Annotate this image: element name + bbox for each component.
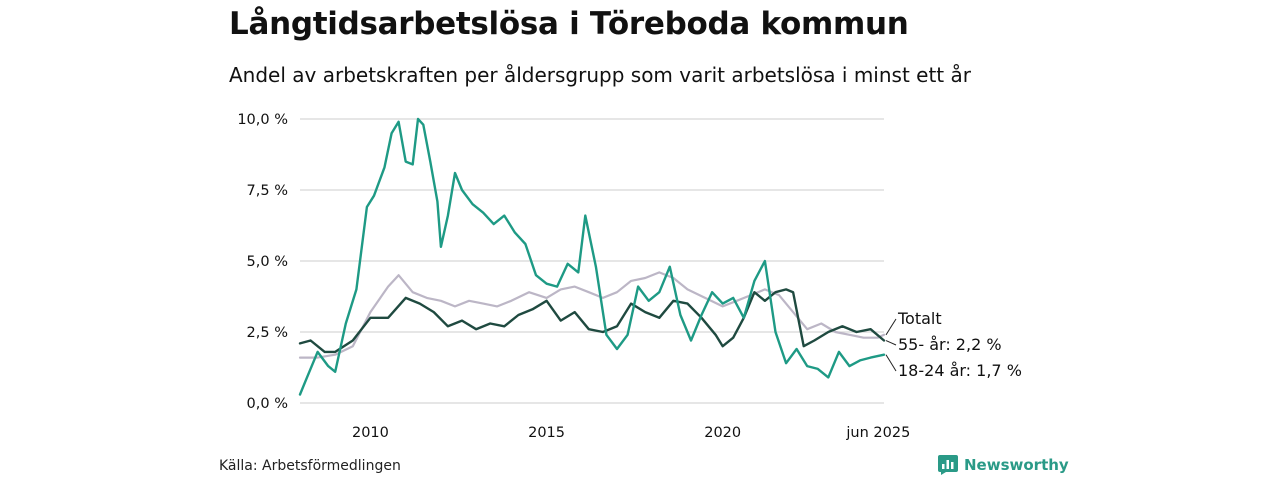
chart-title: Långtidsarbetslösa i Töreboda kommun bbox=[229, 6, 909, 42]
chart-subtitle: Andel av arbetskraften per åldersgrupp s… bbox=[229, 63, 971, 87]
y-tick-label: 2,5 % bbox=[247, 325, 288, 341]
x-tick-label: jun 2025 bbox=[845, 425, 910, 441]
leader-line bbox=[885, 340, 897, 346]
x-tick-label: 2020 bbox=[704, 425, 741, 441]
brand-logo: Newsworthy bbox=[938, 455, 1069, 475]
end-label-age55: 55- år: 2,2 % bbox=[898, 335, 1002, 354]
x-tick-label: 2010 bbox=[352, 425, 389, 441]
end-label-age1824: 18-24 år: 1,7 % bbox=[898, 361, 1022, 380]
source-note: Källa: Arbetsförmedlingen bbox=[219, 458, 401, 474]
series-line-age55 bbox=[298, 288, 886, 354]
y-tick-label: 10,0 % bbox=[237, 112, 288, 128]
brand-name: Newsworthy bbox=[964, 456, 1069, 474]
gridlines bbox=[300, 118, 884, 404]
y-tick-label: 5,0 % bbox=[247, 254, 288, 270]
y-axis-ticks: 0,0 % 2,5 % 5,0 % 7,5 % 10,0 % bbox=[237, 112, 288, 412]
leader-line bbox=[885, 354, 897, 372]
y-tick-label: 0,0 % bbox=[247, 396, 288, 412]
end-labels: Totalt 55- år: 2,2 % 18-24 år: 1,7 % bbox=[885, 309, 1022, 380]
newsworthy-logo-icon bbox=[938, 455, 958, 475]
y-tick-label: 7,5 % bbox=[247, 183, 288, 199]
leader-line bbox=[885, 318, 897, 336]
series-line-age1824 bbox=[298, 117, 886, 396]
series-lines bbox=[298, 117, 886, 396]
line-chart: 0,0 % 2,5 % 5,0 % 7,5 % 10,0 % 2010 2015 2020 j… bbox=[237, 112, 1022, 441]
x-axis-ticks: 2010 2015 2020 jun 2025 bbox=[352, 425, 910, 441]
x-tick-label: 2015 bbox=[528, 425, 565, 441]
end-label-total: Totalt bbox=[897, 309, 942, 328]
